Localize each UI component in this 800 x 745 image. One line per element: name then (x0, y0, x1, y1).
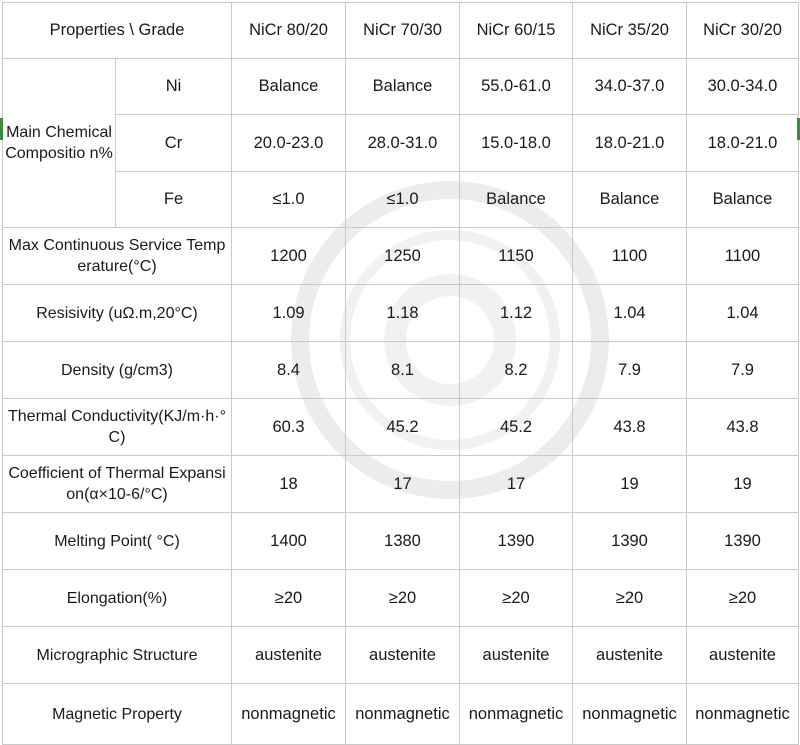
table-cell: 1.04 (572, 284, 687, 342)
table-cell: 19 (572, 455, 687, 513)
property-row: Density (g/cm3) 8.4 8.1 8.2 7.9 7.9 (2, 341, 799, 399)
table-cell: Balance (686, 171, 799, 228)
table-cell: 1390 (686, 512, 799, 570)
table-cell: ≥20 (572, 569, 687, 627)
table-cell: 45.2 (459, 398, 573, 456)
table-cell: austenite (686, 626, 799, 684)
grade-header: NiCr 35/20 (572, 2, 687, 59)
table-cell: 1390 (572, 512, 687, 570)
header-label: Properties \ Grade (2, 2, 232, 59)
table-cell: 43.8 (686, 398, 799, 456)
table-cell: 8.1 (345, 341, 460, 399)
table-cell: 8.4 (231, 341, 346, 399)
composition-label: Main Chemical Compositio n% (2, 58, 116, 228)
table-cell: 1200 (231, 227, 346, 285)
property-row: Elongation(%) ≥20 ≥20 ≥20 ≥20 ≥20 (2, 569, 799, 627)
property-row: Thermal Conductivity(KJ/m·h·°C) 60.3 45.2 4… (2, 398, 799, 456)
element-label: Ni (115, 58, 232, 115)
table-cell: nonmagnetic (572, 683, 687, 745)
table-cell: 1250 (345, 227, 460, 285)
table-cell: ≥20 (686, 569, 799, 627)
table-cell: 20.0-23.0 (231, 114, 346, 172)
table-cell: 18.0-21.0 (572, 114, 687, 172)
table-cell: 1150 (459, 227, 573, 285)
property-row: Max Continuous Service Temperature(°C) 12… (2, 227, 799, 285)
table-cell: austenite (345, 626, 460, 684)
table-cell: 1380 (345, 512, 460, 570)
table-cell: 1.09 (231, 284, 346, 342)
property-label: Max Continuous Service Temperature(°C) (2, 227, 232, 285)
table-cell: 28.0-31.0 (345, 114, 460, 172)
table-cell: ≤1.0 (345, 171, 460, 228)
table-cell: 1.18 (345, 284, 460, 342)
property-row: Micrographic Structure austenite austenite… (2, 626, 799, 684)
table-cell: 19 (686, 455, 799, 513)
table-cell: ≥20 (231, 569, 346, 627)
table-cell: 55.0-61.0 (459, 58, 573, 115)
property-label: Magnetic Property (2, 683, 232, 745)
grade-header: NiCr 70/30 (345, 2, 460, 59)
table-cell: 18 (231, 455, 346, 513)
side-marker (0, 118, 3, 140)
table-cell: Balance (345, 58, 460, 115)
table-cell: 15.0-18.0 (459, 114, 573, 172)
table-cell: 17 (459, 455, 573, 513)
table-cell: 1.12 (459, 284, 573, 342)
property-label: Melting Point( °C) (2, 512, 232, 570)
table-cell: austenite (231, 626, 346, 684)
table-cell: ≥20 (459, 569, 573, 627)
composition-row: Main Chemical Compositio n% Ni Balance B… (2, 58, 799, 228)
element-label: Fe (115, 171, 232, 228)
table-cell: 8.2 (459, 341, 573, 399)
property-row: Magnetic Property nonmagnetic nonmagnetic n… (2, 683, 799, 745)
property-label: Density (g/cm3) (2, 341, 232, 399)
table-cell: 30.0-34.0 (686, 58, 799, 115)
table-cell: austenite (459, 626, 573, 684)
table-cell: 7.9 (572, 341, 687, 399)
composition-row: Fe ≤1.0 ≤1.0 Balance Balance Balance (3, 171, 799, 228)
table-cell: ≤1.0 (231, 171, 346, 228)
property-label: Thermal Conductivity(KJ/m·h·°C) (2, 398, 232, 456)
property-label: Resisivity (uΩ.m,20°C) (2, 284, 232, 342)
property-label: Micrographic Structure (2, 626, 232, 684)
grade-header: NiCr 80/20 (231, 2, 346, 59)
table-cell: 17 (345, 455, 460, 513)
table-cell: nonmagnetic (231, 683, 346, 745)
table-cell: austenite (572, 626, 687, 684)
table-cell: nonmagnetic (345, 683, 460, 745)
table-cell: 45.2 (345, 398, 460, 456)
table-cell: ≥20 (345, 569, 460, 627)
element-label: Cr (115, 114, 232, 172)
table-cell: 60.3 (231, 398, 346, 456)
grade-header: NiCr 30/20 (686, 2, 799, 59)
table-cell: Balance (459, 171, 573, 228)
table-cell: Balance (231, 58, 346, 115)
table-cell: 1100 (686, 227, 799, 285)
table-cell: 18.0-21.0 (686, 114, 799, 172)
grade-header: NiCr 60/15 (459, 2, 573, 59)
property-label: Elongation(%) (2, 569, 232, 627)
table-cell: nonmagnetic (686, 683, 799, 745)
table-cell: Balance (572, 171, 687, 228)
property-row: Resisivity (uΩ.m,20°C) 1.09 1.18 1.12 1.04 1.… (2, 284, 799, 342)
property-label: Coefficient of Thermal Expansion(α×10-6/… (2, 455, 232, 513)
header-row: Properties \ Grade NiCr 80/20 NiCr 70/30… (2, 2, 799, 59)
table-cell: 43.8 (572, 398, 687, 456)
table-cell: 1.04 (686, 284, 799, 342)
table-cell: 34.0-37.0 (572, 58, 687, 115)
table-cell: 1390 (459, 512, 573, 570)
table-cell: 7.9 (686, 341, 799, 399)
composition-row: Cr 20.0-23.0 28.0-31.0 15.0-18.0 18.0-21… (3, 114, 799, 172)
side-marker (797, 118, 800, 140)
property-row: Melting Point( °C) 1400 1380 1390 1390 1390 (2, 512, 799, 570)
table-cell: 1100 (572, 227, 687, 285)
property-row: Coefficient of Thermal Expansion(α×10-6/… (2, 455, 799, 513)
table-cell: nonmagnetic (459, 683, 573, 745)
table-cell: 1400 (231, 512, 346, 570)
